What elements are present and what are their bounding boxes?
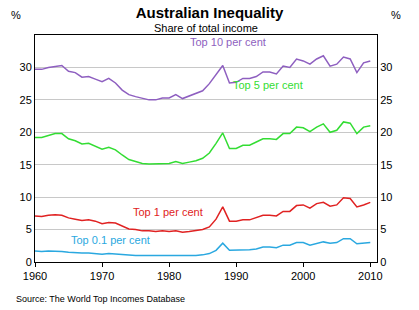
svg-text:Top 10 per cent: Top 10 per cent: [190, 36, 266, 48]
svg-text:20: 20: [20, 126, 32, 138]
svg-text:2010: 2010: [358, 270, 382, 282]
svg-text:Source: The World Top Incomes: Source: The World Top Incomes Database: [16, 294, 185, 304]
svg-text:1970: 1970: [90, 270, 114, 282]
svg-text:1960: 1960: [23, 270, 47, 282]
svg-text:30: 30: [380, 61, 392, 73]
svg-text:Top 0.1 per cent: Top 0.1 per cent: [71, 234, 150, 246]
svg-text:Top 5 per cent: Top 5 per cent: [233, 79, 303, 91]
svg-text:2000: 2000: [291, 270, 315, 282]
svg-text:5: 5: [380, 223, 386, 235]
svg-text:%: %: [11, 9, 21, 21]
svg-text:25: 25: [20, 94, 32, 106]
svg-text:0: 0: [26, 256, 32, 268]
svg-text:5: 5: [26, 223, 32, 235]
svg-text:1990: 1990: [224, 270, 248, 282]
svg-text:15: 15: [380, 159, 392, 171]
svg-text:1980: 1980: [157, 270, 181, 282]
svg-text:10: 10: [380, 191, 392, 203]
svg-text:%: %: [391, 9, 401, 21]
svg-text:30: 30: [20, 61, 32, 73]
svg-text:25: 25: [380, 94, 392, 106]
svg-text:10: 10: [20, 191, 32, 203]
svg-text:20: 20: [380, 126, 392, 138]
svg-text:Australian Inequality: Australian Inequality: [136, 4, 284, 21]
svg-text:Top 1 per cent: Top 1 per cent: [133, 206, 203, 218]
svg-text:15: 15: [20, 159, 32, 171]
svg-text:0: 0: [380, 256, 386, 268]
svg-text:Share of total income: Share of total income: [154, 22, 258, 34]
